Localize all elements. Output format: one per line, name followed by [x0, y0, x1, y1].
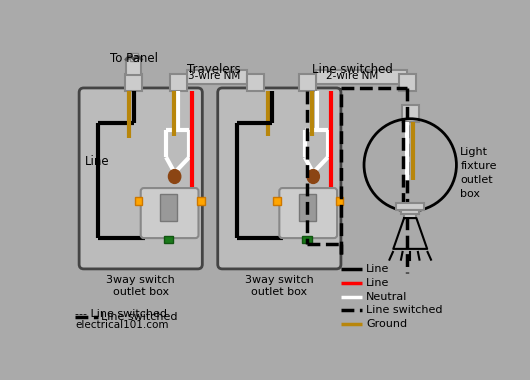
Text: Light
fixture
outlet
box: Light fixture outlet box	[460, 147, 497, 199]
Bar	[170, 74, 187, 91]
Bar	[197, 197, 205, 205]
Text: Line switched: Line switched	[101, 312, 177, 321]
Bar	[160, 194, 177, 221]
Text: Line: Line	[366, 278, 390, 288]
FancyBboxPatch shape	[218, 88, 341, 269]
Text: Line: Line	[85, 155, 110, 168]
Bar	[135, 197, 142, 205]
Text: 2-wire NM: 2-wire NM	[326, 71, 378, 81]
Bar	[298, 74, 315, 91]
Bar	[125, 74, 142, 91]
Bar	[164, 236, 173, 244]
Text: --- Line switched: --- Line switched	[75, 309, 167, 319]
FancyBboxPatch shape	[141, 188, 198, 238]
Bar	[126, 59, 142, 75]
Bar	[187, 70, 247, 84]
Text: 3-wire NM: 3-wire NM	[188, 71, 240, 81]
Text: Line switched: Line switched	[312, 63, 393, 76]
Text: electrical101.com: electrical101.com	[75, 320, 169, 331]
Bar	[335, 197, 343, 205]
Bar	[404, 214, 417, 218]
FancyBboxPatch shape	[79, 88, 202, 269]
Bar	[399, 74, 416, 91]
Bar	[298, 194, 315, 221]
Text: Line: Line	[366, 264, 390, 274]
Text: Ground: Ground	[366, 319, 408, 329]
Text: To Panel: To Panel	[110, 52, 158, 65]
Bar	[396, 203, 424, 210]
Text: 3way switch
outlet box: 3way switch outlet box	[107, 275, 175, 297]
Bar	[401, 210, 419, 214]
Bar	[303, 236, 312, 244]
Text: Line switched: Line switched	[366, 306, 443, 315]
Bar	[247, 74, 264, 91]
Bar	[273, 197, 281, 205]
Ellipse shape	[307, 169, 320, 184]
Text: Neutral: Neutral	[366, 291, 408, 302]
Ellipse shape	[169, 169, 181, 184]
Bar	[315, 70, 407, 84]
Bar	[130, 53, 138, 61]
Text: 3way switch
outlet box: 3way switch outlet box	[245, 275, 314, 297]
Bar	[402, 105, 419, 122]
FancyBboxPatch shape	[279, 188, 337, 238]
Text: Travelers: Travelers	[187, 63, 241, 76]
